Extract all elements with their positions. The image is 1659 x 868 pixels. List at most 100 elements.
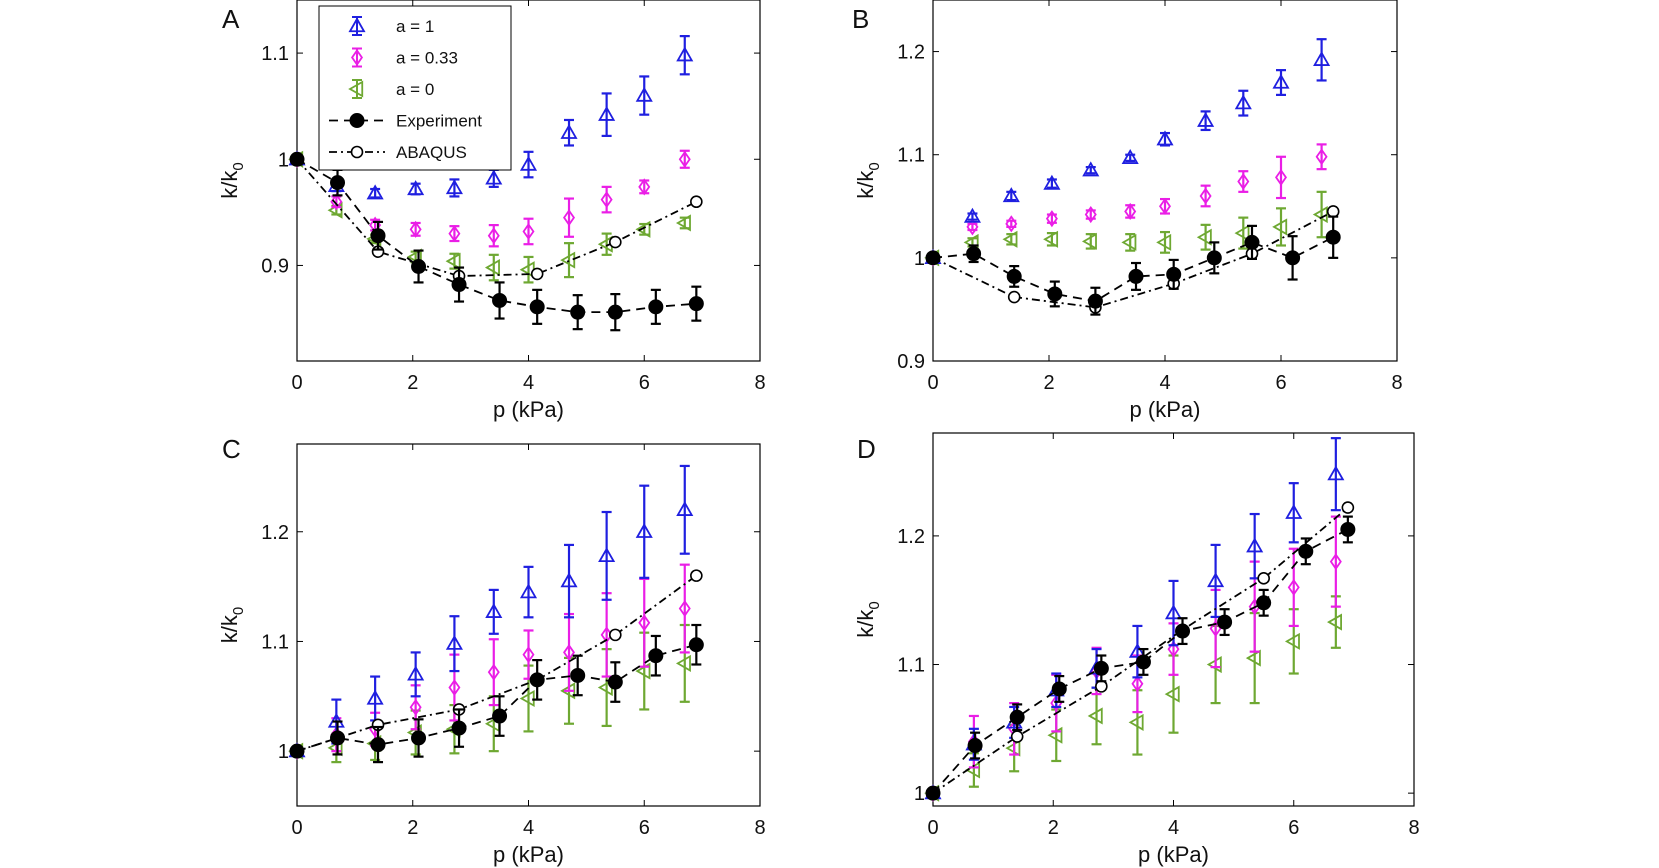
data-point — [1002, 187, 1020, 203]
data-point — [690, 569, 703, 582]
data-point — [1043, 230, 1059, 248]
data-point — [676, 46, 694, 62]
data-point — [675, 214, 691, 232]
y-tick-label: 1.1 — [261, 43, 289, 65]
data-point — [1325, 229, 1341, 245]
x-axis-label: p (kPa) — [1130, 397, 1201, 422]
data-point — [1121, 148, 1139, 164]
data-point — [967, 738, 983, 754]
data-point — [598, 105, 616, 121]
x-tick-label: 4 — [1168, 817, 1179, 839]
x-tick-label: 2 — [407, 817, 418, 839]
data-point — [678, 150, 691, 168]
x-axis-label: p (kPa) — [493, 842, 564, 867]
data-point — [1234, 94, 1252, 110]
data-point — [370, 228, 386, 244]
data-point — [1340, 521, 1356, 537]
data-point — [1167, 640, 1180, 658]
data-point — [411, 259, 427, 275]
series-line — [932, 210, 1334, 309]
y-tick-label: 0.9 — [897, 351, 925, 373]
data-point — [370, 737, 386, 753]
data-point — [445, 634, 463, 650]
legend-marker — [348, 80, 364, 98]
data-point — [1087, 707, 1103, 725]
data-point — [635, 522, 653, 538]
data-point — [519, 155, 538, 171]
x-tick-label: 8 — [754, 372, 765, 394]
x-tick-label: 8 — [754, 817, 765, 839]
y-tick-label: 1 — [914, 783, 925, 805]
data-point — [1081, 232, 1097, 250]
legend-label: a = 0 — [396, 80, 434, 99]
data-point — [1341, 501, 1355, 514]
y-tick-label: 1.1 — [897, 145, 925, 167]
data-point — [638, 614, 651, 632]
y-tick-label: 0.9 — [261, 255, 289, 277]
data-point — [1175, 623, 1191, 639]
legend-marker — [350, 145, 364, 159]
data-point — [925, 250, 941, 266]
data-point — [570, 304, 586, 320]
data-point — [1128, 268, 1144, 284]
data-point — [492, 292, 508, 308]
y-tick-label: 1.1 — [897, 655, 925, 677]
data-point — [678, 599, 691, 618]
x-axis-label: p (kPa) — [493, 397, 564, 422]
data-point — [688, 637, 704, 653]
data-point — [600, 191, 613, 209]
data-point — [963, 207, 981, 223]
legend: a = 1 a = 0.33 a = 0 Experiment ABAQUS — [318, 5, 512, 171]
data-point — [522, 646, 535, 664]
data-point — [607, 674, 623, 690]
data-point — [1326, 205, 1340, 218]
data-point — [563, 643, 576, 661]
data-point — [1007, 290, 1021, 304]
data-point — [519, 583, 538, 599]
legend-label: ABAQUS — [396, 143, 467, 162]
panel-A: A0 2 4 6 80.911.1p (kPa)k/k0a = 1a = 0.33a =… — [217, 0, 766, 422]
x-tick-label: 0 — [291, 372, 302, 394]
x-axis-label: p (kPa) — [1138, 842, 1209, 867]
data-point — [330, 193, 343, 211]
legend-entry-exp: Experiment — [329, 112, 482, 131]
data-point — [1006, 268, 1022, 284]
legend-entry-a1: a = 1 — [348, 16, 434, 36]
data-point — [1002, 230, 1018, 248]
data-point — [570, 667, 586, 683]
x-tick-label: 8 — [1408, 817, 1419, 839]
data-point — [1010, 730, 1024, 743]
x-tick-label: 6 — [1275, 372, 1286, 394]
data-point — [522, 222, 535, 241]
data-point — [407, 665, 425, 681]
data-point — [1272, 218, 1288, 236]
data-point — [529, 299, 545, 315]
data-point — [445, 179, 463, 195]
data-point — [451, 277, 467, 293]
data-point — [330, 175, 346, 191]
data-point — [1047, 286, 1063, 302]
data-point — [1246, 537, 1264, 553]
data-point — [487, 663, 500, 681]
y-tick-label: 1.2 — [897, 526, 925, 548]
data-point — [1298, 543, 1314, 559]
data-point — [1095, 680, 1108, 693]
data-point — [485, 603, 503, 618]
data-point — [1166, 266, 1182, 282]
series-line — [932, 506, 1349, 794]
data-point — [409, 698, 422, 716]
legend-entry-a033: a = 0.33 — [351, 47, 458, 68]
legend-entry-abq: ABAQUS — [329, 143, 467, 162]
data-point — [409, 220, 422, 238]
data-point — [1206, 250, 1222, 266]
data-point — [448, 225, 461, 243]
y-tick-label: 1 — [914, 248, 925, 270]
data-point — [1285, 503, 1303, 519]
x-tick-label: 0 — [927, 817, 938, 839]
data-point — [648, 648, 664, 664]
data-point — [1164, 685, 1180, 703]
data-point — [289, 743, 305, 759]
data-point — [1093, 660, 1109, 676]
y-tick-label: 1 — [278, 149, 289, 171]
data-point — [1197, 111, 1215, 127]
